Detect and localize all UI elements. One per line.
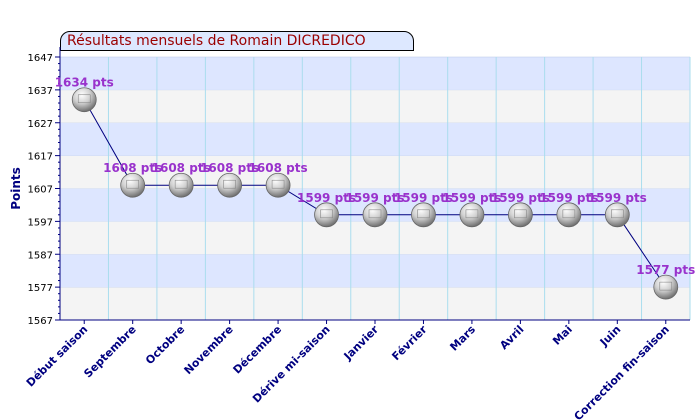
data-label: 1608 pts (200, 161, 259, 175)
data-point (120, 172, 146, 198)
grid-band (60, 122, 690, 156)
data-point (507, 202, 533, 228)
x-tick-label: Début saison (24, 323, 91, 390)
data-point-emblem (77, 94, 91, 104)
data-point-emblem (174, 179, 188, 189)
x-tick-label: Octobre (143, 323, 187, 367)
data-point-emblem (611, 209, 624, 219)
data-point (604, 202, 630, 228)
data-label: 1599 pts (345, 191, 404, 205)
data-point (556, 202, 582, 228)
data-label: 1599 pts (297, 191, 356, 205)
data-label: 1608 pts (152, 161, 211, 175)
data-point (168, 172, 194, 198)
x-tick-label: Mars (447, 323, 478, 354)
data-label: 1634 pts (55, 76, 114, 90)
data-point (653, 274, 679, 300)
grid-band (60, 254, 690, 288)
grid-band (60, 155, 690, 189)
data-point-emblem (562, 209, 576, 219)
x-tick-label: Décembre (231, 323, 285, 377)
data-point-emblem (465, 209, 479, 219)
data-point (459, 202, 485, 228)
y-tick-label: 1617 (28, 152, 53, 163)
y-tick-label: 1567 (28, 316, 53, 327)
data-point (265, 172, 291, 198)
data-point-emblem (514, 209, 527, 219)
x-tick-label: Novembre (182, 323, 236, 377)
x-tick-label: Septembre (81, 323, 138, 380)
y-tick-label: 1607 (28, 185, 53, 196)
y-tick-label: 1587 (28, 250, 53, 261)
y-tick-label: 1637 (28, 86, 53, 97)
data-point-emblem (320, 209, 333, 219)
y-tick-label: 1597 (28, 217, 53, 228)
y-axis-label: Points (9, 167, 23, 210)
x-tick-label: Juin (597, 323, 624, 350)
x-tick-label: Mai (550, 323, 575, 348)
data-point-emblem (271, 179, 285, 189)
y-tick-label: 1627 (28, 119, 53, 130)
data-point (314, 202, 339, 228)
x-tick-label: Correction fin-saison (572, 323, 672, 420)
data-label: 1599 pts (442, 191, 501, 205)
data-point (362, 202, 388, 228)
data-point (217, 172, 243, 198)
data-label: 1599 pts (539, 191, 598, 205)
x-tick-label: Janvier (341, 323, 382, 364)
x-tick-label: Avril (497, 323, 526, 352)
data-label: 1599 pts (588, 191, 647, 205)
x-tick-label: Février (389, 323, 430, 364)
y-tick-label: 1577 (28, 283, 53, 294)
data-label: 1608 pts (249, 161, 308, 175)
data-point-emblem (368, 209, 382, 219)
data-point (71, 87, 97, 113)
data-label: 1599 pts (491, 191, 550, 205)
data-point (411, 202, 436, 228)
data-label: 1608 pts (103, 161, 162, 175)
grid-band (60, 287, 690, 320)
grid-band (60, 89, 690, 123)
data-point-emblem (126, 179, 139, 189)
y-tick-label: 1647 (28, 53, 53, 64)
data-label: 1577 pts (636, 263, 695, 277)
data-point-emblem (417, 209, 430, 219)
chart-title-box (60, 31, 414, 51)
grid-band (60, 57, 690, 90)
data-label: 1599 pts (394, 191, 453, 205)
chart-title: Résultats mensuels de Romain DICREDICO (67, 33, 366, 49)
data-point-emblem (223, 179, 236, 189)
data-point-emblem (659, 281, 673, 291)
